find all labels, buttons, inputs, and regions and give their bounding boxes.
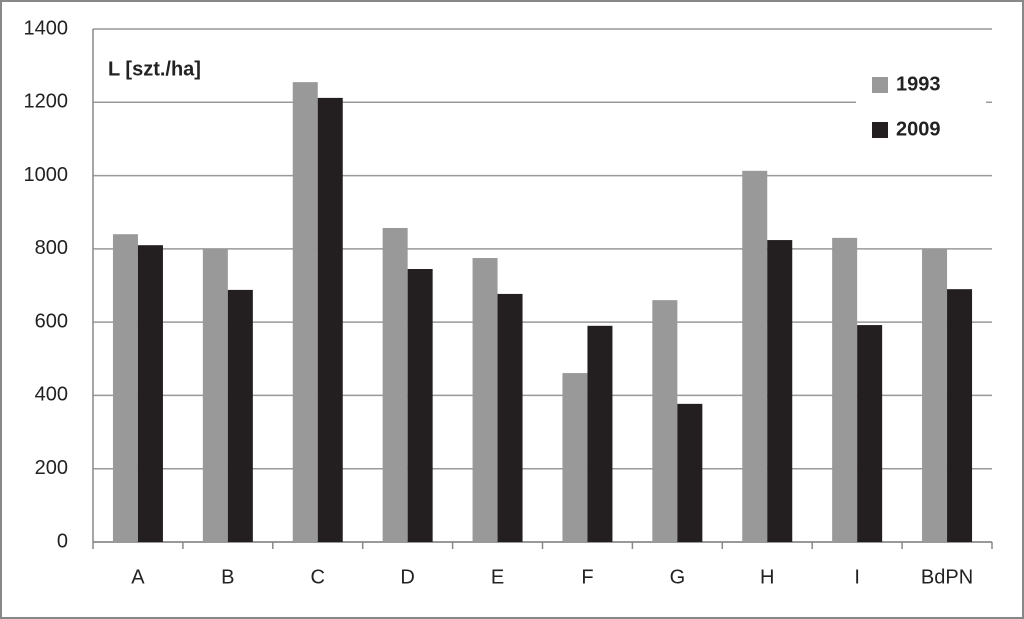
x-tick-label: E [491, 566, 504, 588]
bar [857, 325, 883, 542]
x-tick-label: F [581, 566, 593, 588]
bar [317, 97, 343, 542]
x-tick-label: A [131, 566, 145, 588]
x-tick-label: G [670, 566, 686, 588]
legend-swatch [872, 122, 888, 138]
legend-label: 2009 [896, 118, 941, 140]
bar [472, 258, 498, 542]
bar [292, 82, 318, 542]
x-tick-label: BdPN [921, 566, 973, 588]
bar [407, 269, 433, 542]
y-tick-label: 1000 [24, 164, 69, 186]
bar [742, 170, 768, 542]
bar [677, 403, 703, 542]
bar [202, 248, 228, 542]
bar [227, 289, 253, 542]
bar [947, 289, 973, 542]
bar [382, 227, 408, 543]
y-tick-label: 600 [35, 310, 68, 332]
x-tick-label: B [221, 566, 234, 588]
bar [652, 300, 678, 542]
x-tick-label: C [311, 566, 325, 588]
y-tick-label: 200 [35, 457, 68, 479]
bar [832, 237, 858, 542]
bar [112, 234, 138, 542]
bar [767, 240, 793, 542]
y-tick-label: 1200 [24, 91, 69, 113]
x-tick-label: H [760, 566, 774, 588]
y-tick-label: 1400 [24, 17, 69, 39]
y-tick-label: 400 [35, 384, 68, 406]
bar [587, 325, 613, 542]
y-tick-label: 800 [35, 237, 68, 259]
bar [137, 245, 163, 542]
bar [922, 248, 948, 542]
legend-swatch [872, 77, 888, 93]
y-axis-label: L [szt./ha] [108, 58, 201, 80]
bar [497, 293, 523, 542]
legend-label: 1993 [896, 73, 941, 95]
y-tick-label: 0 [57, 530, 68, 552]
bar [562, 373, 588, 542]
x-tick-label: D [400, 566, 414, 588]
x-tick-label: I [854, 566, 860, 588]
